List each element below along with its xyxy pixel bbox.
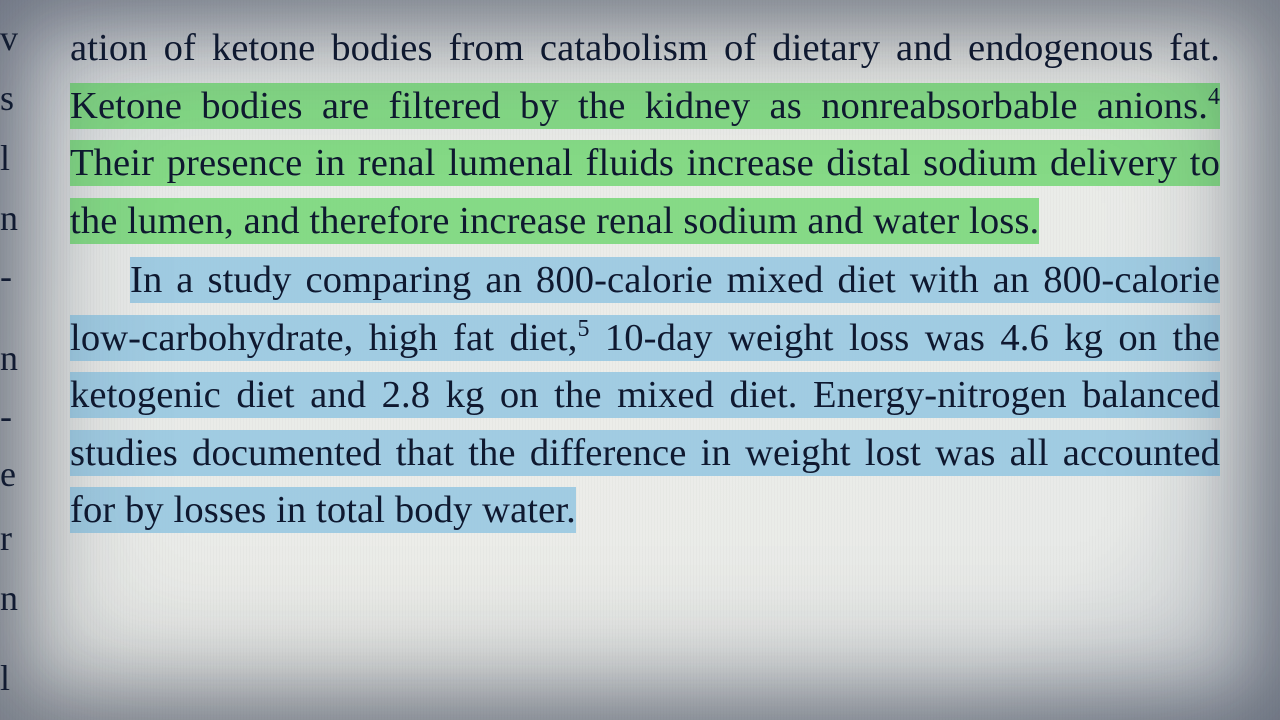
paragraph-1: ation of ketone bodies from catabolism o… (70, 20, 1220, 250)
footnote-5: 5 (577, 316, 589, 342)
p1-pre: ation of ketone bodies from catabolism o… (70, 27, 1220, 69)
leftcol-glyph: - (0, 398, 12, 434)
main-text: ation of ketone bodies from catabolism o… (70, 20, 1220, 540)
page: vsln-n-ernl ation of ketone bodies from … (0, 0, 1280, 720)
leftcol-glyph: - (0, 258, 12, 294)
leftcol-glyph: n (0, 580, 18, 616)
paragraph-2: In a study comparing an 800-calorie mixe… (70, 252, 1220, 540)
leftcol-glyph: l (0, 140, 10, 176)
leftcol-glyph: l (0, 660, 10, 696)
left-column-fragments: vsln-n-ernl (0, 0, 28, 720)
highlight-green: Ketone bodies are filtered by the kidney… (70, 83, 1220, 244)
leftcol-glyph: n (0, 340, 18, 376)
leftcol-glyph: v (0, 20, 18, 56)
leftcol-glyph: e (0, 456, 16, 492)
p1-hl-b: Their presence in renal lumenal fluids i… (70, 142, 1220, 242)
highlight-blue: In a study comparing an 800-calorie mixe… (70, 257, 1220, 533)
leftcol-glyph: r (0, 520, 12, 556)
footnote-4: 4 (1208, 84, 1220, 110)
leftcol-glyph: n (0, 200, 18, 236)
p1-hl-a: Ketone bodies are filtered by the kidney… (70, 85, 1208, 127)
leftcol-glyph: s (0, 80, 14, 116)
